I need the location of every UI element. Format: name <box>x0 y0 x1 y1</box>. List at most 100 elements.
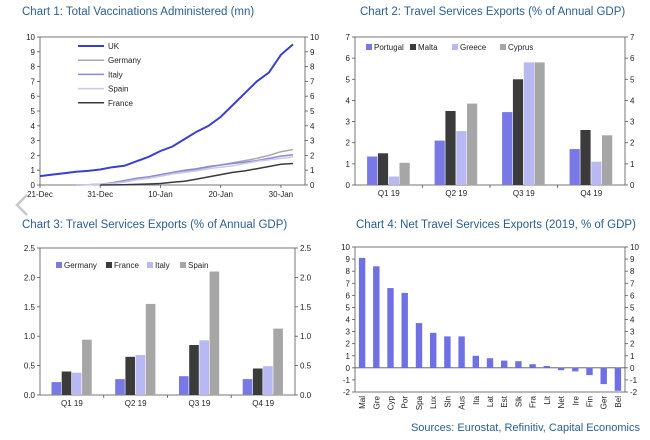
chart2-legend-label-portugal: Portugal <box>374 43 404 52</box>
chart2-legend-swatch-cyprus <box>500 44 506 50</box>
chart2-xtick-label: Q2 19 <box>445 189 467 198</box>
chart1-legend-label-uk: UK <box>108 42 120 51</box>
chart2-ytick-label-right: 7 <box>630 33 635 42</box>
chart2-ytick-label: 7 <box>346 33 351 42</box>
chart4-ytick-label-right: -2 <box>630 388 638 397</box>
chart3-bar-italy-q419 <box>263 366 273 395</box>
chart4-xtick-label: Fin <box>586 396 595 407</box>
chart3-bar-italy-q319 <box>199 340 209 395</box>
chart1-title: Chart 1: Total Vaccinations Administered… <box>22 6 255 18</box>
chart3-legend-swatch-france <box>106 262 112 268</box>
chart4-ytick-label: 0 <box>346 364 351 373</box>
chart1-ytick-label: 8 <box>31 63 36 72</box>
chart4-ytick-label-right: 6 <box>630 291 635 300</box>
chart1-xtick-label: 20-Jan <box>208 190 232 199</box>
chart2-ytick-label-right: 0 <box>630 181 635 190</box>
chart2-ytick-label-right: 3 <box>630 118 635 127</box>
chart3-ytick-label: 2.5 <box>24 244 36 253</box>
chart3-bar-italy-q219 <box>135 355 146 395</box>
chart4-bar-aus <box>458 336 465 368</box>
chart4-bar-fra <box>529 364 536 368</box>
chart4-ytick-label-right: 5 <box>630 303 635 312</box>
chart4-ytick-label-right: 10 <box>630 243 639 252</box>
chart2-bar-greece-q119 <box>388 176 399 185</box>
chevron-left-icon[interactable] <box>10 192 36 218</box>
chart4-bar-por <box>401 292 408 368</box>
chart4-bar-lit <box>543 366 550 368</box>
chart2-bar-portugal-q419 <box>569 149 580 185</box>
chart4-ytick-label: 7 <box>346 279 351 288</box>
chart3-ytick-label: 0.5 <box>24 362 36 371</box>
chart4-plot-frame <box>354 246 626 393</box>
chart3-ytick-label-right: 2.0 <box>300 273 312 282</box>
chart4-xtick-label: Bel <box>614 396 623 408</box>
chart4-xtick-label: Aus <box>458 396 467 410</box>
source-note: Sources: Eurostat, Refinitiv, Capital Ec… <box>410 422 640 434</box>
chart4-title: Chart 4: Net Travel Services Exports (20… <box>356 219 636 231</box>
chart3-bar-spain-q319 <box>209 271 220 395</box>
chart4-xtick-label: Lit <box>543 395 552 404</box>
chart2-bar-malta-q419 <box>580 130 591 185</box>
chart4-bar-slk <box>515 361 522 368</box>
chart4-ytick-label: 8 <box>346 267 351 276</box>
chart4-bar-gre <box>373 266 380 368</box>
chart2-bar-cyprus-q319 <box>534 62 545 185</box>
chart4-bar-bel <box>614 367 622 391</box>
chart4-xtick-label: Net <box>557 395 566 408</box>
chart4-bar-ger <box>600 367 607 385</box>
chart2-legend-label-malta: Malta <box>418 43 438 52</box>
chart4-bar-mal <box>358 257 366 368</box>
chart2-xtick-label: Q4 19 <box>580 189 602 198</box>
chart4-xtick-label: Mal <box>358 396 367 409</box>
chart2-ytick-label: 6 <box>346 54 351 63</box>
chart1-ytick-label: 7 <box>31 77 36 86</box>
chart4-bar-ita <box>472 355 479 368</box>
chart4-ytick-label-right: 8 <box>630 267 635 276</box>
chart3-bar-france-q219 <box>125 356 135 395</box>
chart4-bar-sln <box>444 336 451 368</box>
chart4-xtick-label: Ire <box>571 395 580 405</box>
chart3-xtick-label: Q3 19 <box>188 399 210 408</box>
chart1-ytick-label-right: 4 <box>310 122 315 131</box>
chart1-xtick-label: 31-Dec <box>87 190 113 199</box>
chart1-legend-label-germany: Germany <box>108 56 141 65</box>
chart1-legend-label-italy: Italy <box>108 70 123 79</box>
chart2-legend-label-greece: Greece <box>460 43 487 52</box>
chart3-legend-label-spain: Spain <box>188 261 208 270</box>
chart4-xtick-label: Lat <box>486 395 495 407</box>
chart1-ytick-label: 9 <box>31 48 36 57</box>
chart1-xtick-label: 21-Dec <box>27 190 53 199</box>
chart4-ytick-label-right: 7 <box>630 279 635 288</box>
chart2-ytick-label: 5 <box>346 75 351 84</box>
chart4-ytick-label: -1 <box>343 376 351 385</box>
chart1-ytick-label-right: 0 <box>310 181 315 190</box>
chart1-ytick-label-right: 5 <box>310 107 315 116</box>
chart4-bar-fin <box>586 367 593 376</box>
chart3-bar-germany-q319 <box>179 376 189 395</box>
chart2-bar-malta-q219 <box>445 111 456 185</box>
chart3-xtick-label: Q2 19 <box>125 399 147 408</box>
chart1-xtick-label: 30-Jan <box>269 190 293 199</box>
chart1-ytick-label-right: 1 <box>310 166 315 175</box>
chart1-ytick-label: 0 <box>31 181 36 190</box>
chart4-bar-lat <box>486 358 494 368</box>
chart3-bar-france-q419 <box>252 368 263 395</box>
chart4-bar-cyp <box>387 288 394 368</box>
chart1-ytick-label: 10 <box>26 33 35 42</box>
chart3-bar-italy-q119 <box>71 372 82 395</box>
chart2-ytick-label-right: 4 <box>630 96 635 105</box>
chart1-ytick-label-right: 9 <box>310 48 315 57</box>
chart2-ytick-label-right: 1 <box>630 160 635 169</box>
chart1-ytick-label: 3 <box>31 137 36 146</box>
chart3-bar-spain-q219 <box>145 303 156 395</box>
chart1-ytick-label-right: 6 <box>310 92 315 101</box>
chart4-bar-spa <box>415 323 423 368</box>
chart3-ytick-label-right: 0.0 <box>300 391 312 400</box>
chart4-ytick-label: 3 <box>346 328 351 337</box>
chart3-bar-spain-q419 <box>273 328 283 395</box>
chart2-ytick-label: 0 <box>346 181 351 190</box>
chart4-xtick-label: Est <box>500 395 509 407</box>
chart3-ytick-label-right: 1.0 <box>300 332 312 341</box>
chart3-ytick-label-right: 2.5 <box>300 244 312 253</box>
chart2-ytick-label: 1 <box>346 160 351 169</box>
